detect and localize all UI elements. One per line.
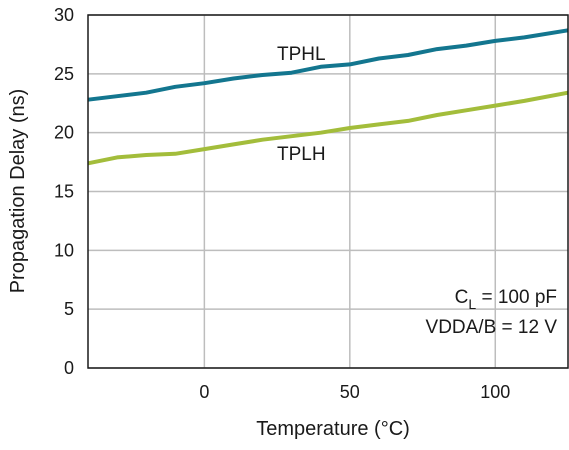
series-label-tphl: TPHL bbox=[277, 44, 326, 65]
y-tick-label: 25 bbox=[54, 64, 74, 84]
series-line-tphl bbox=[87, 28, 569, 102]
cl-subscript: L bbox=[468, 296, 476, 312]
y-tick-label: 20 bbox=[54, 123, 74, 143]
cl-prefix: C bbox=[455, 287, 469, 308]
x-tick-labels: 0 50 100 bbox=[199, 382, 510, 402]
y-tick-labels: 0 5 10 15 20 25 30 bbox=[54, 5, 74, 378]
series-line-tplh bbox=[87, 90, 569, 166]
x-tick-label: 0 bbox=[199, 382, 209, 402]
y-tick-label: 15 bbox=[54, 182, 74, 202]
y-tick-label: 5 bbox=[64, 299, 74, 319]
x-axis-title: Temperature (°C) bbox=[256, 418, 410, 440]
plot-frame bbox=[87, 14, 569, 369]
x-tick-label: 50 bbox=[340, 382, 360, 402]
y-axis-title: Propagation Delay (ns) bbox=[7, 89, 29, 294]
y-tick-label: 0 bbox=[64, 358, 74, 378]
load-capacitance-note: CL = 100 pF bbox=[455, 287, 557, 312]
x-tick-label: 100 bbox=[480, 382, 510, 402]
supply-voltage-note: VDDA/B = 12 V bbox=[426, 317, 558, 338]
y-tick-label: 10 bbox=[54, 240, 74, 260]
y-tick-label: 30 bbox=[54, 5, 74, 25]
series-label-tplh: TPLH bbox=[277, 144, 326, 165]
cl-value: = 100 pF bbox=[476, 287, 557, 308]
series-lines bbox=[87, 28, 569, 166]
